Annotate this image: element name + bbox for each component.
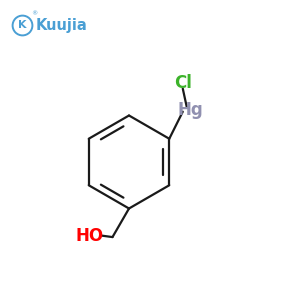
Text: Cl: Cl <box>174 74 192 92</box>
Text: HO: HO <box>76 226 104 244</box>
Text: Kuujia: Kuujia <box>36 18 88 33</box>
Text: K: K <box>18 20 27 31</box>
Text: Hg: Hg <box>177 101 203 119</box>
Text: ®: ® <box>31 12 37 16</box>
